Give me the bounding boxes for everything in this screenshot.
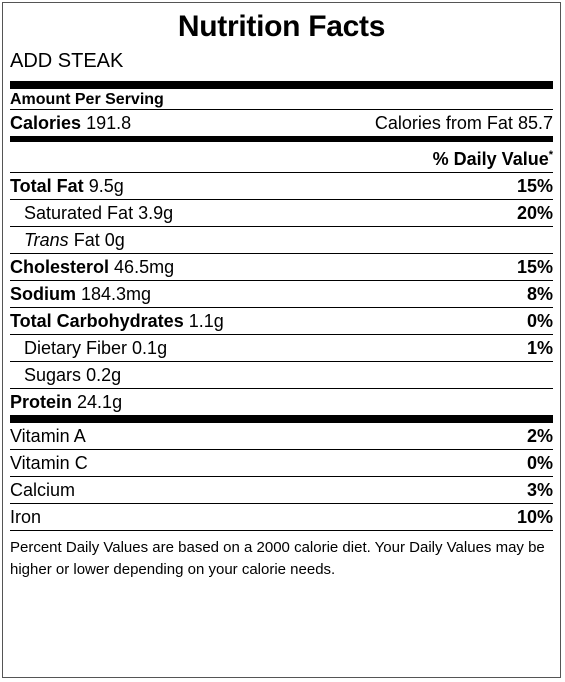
vitamin-row: Vitamin A 2% [10, 423, 553, 449]
nutrient-label: Total Carbohydrates [10, 311, 184, 331]
calories-from-fat-cell: Calories from Fat 85.7 [375, 110, 553, 136]
nutrient-amount: 0g [104, 230, 125, 250]
nutrient-percent: 0% [526, 311, 553, 331]
nutrient-amount: 24.1g [77, 392, 123, 412]
nutrient-row-sugars: Sugars 0.2g [10, 361, 553, 388]
thick-divider [10, 415, 553, 423]
daily-value-header: % Daily Value* [432, 149, 553, 169]
nutrient-label: Fat [73, 230, 100, 250]
nutrient-label: Sugars [24, 365, 82, 385]
nutrient-row-saturated-fat: Saturated Fat 3.9g 20% [10, 199, 553, 226]
nutrient-percent: 1% [526, 338, 553, 358]
nutrient-amount: 184.3mg [81, 284, 152, 304]
vitamin-label: Calcium [10, 480, 76, 500]
calories-label: Calories [10, 113, 82, 133]
calories-from-fat-label: Calories from Fat [374, 113, 513, 133]
calories-cell: Calories 191.8 [10, 110, 131, 136]
nutrient-row-sodium: Sodium 184.3mg 8% [10, 280, 553, 307]
vitamin-row: Calcium 3% [10, 476, 553, 503]
nutrient-label: Sodium [10, 284, 76, 304]
nutrient-row-dietary-fiber: Dietary Fiber 0.1g 1% [10, 334, 553, 361]
nutrient-row-cholesterol: Cholesterol 46.5mg 15% [10, 253, 553, 280]
nutrient-amount: 46.5mg [114, 257, 175, 277]
nutrient-label: Dietary Fiber [24, 338, 128, 358]
vitamin-row: Iron 10% [10, 503, 553, 530]
nutrient-row-total-carbohydrates: Total Carbohydrates 1.1g 0% [10, 307, 553, 334]
vitamin-percent: 10% [516, 507, 553, 527]
nutrient-percent: 8% [526, 284, 553, 304]
footnote: Percent Daily Values are based on a 2000… [10, 539, 545, 578]
vitamin-percent: 0% [526, 453, 553, 473]
vitamin-percent: 2% [526, 426, 553, 446]
nutrient-label: Protein [10, 392, 73, 412]
nutrient-percent: 15% [516, 176, 553, 196]
footnote-divider [10, 530, 553, 531]
nutrient-row-protein: Protein 24.1g [10, 388, 553, 415]
calories-from-fat-value: 85.7 [517, 113, 553, 133]
vitamin-label: Vitamin C [10, 453, 88, 473]
nutrition-label-content: Nutrition Facts ADD STEAK Amount Per Ser… [10, 3, 553, 581]
daily-value-header-row: % Daily Value* [10, 142, 553, 172]
vitamin-label: Iron [10, 507, 42, 527]
nutrient-percent: 20% [516, 203, 553, 223]
nutrient-label: Saturated Fat [24, 203, 134, 223]
thick-divider [10, 81, 553, 89]
calories-value: 191.8 [86, 113, 132, 133]
label-subtitle: ADD STEAK [10, 50, 124, 72]
vitamin-percent: 3% [526, 480, 553, 500]
nutrient-amount: 0.2g [86, 365, 122, 385]
nutrient-amount: 0.1g [132, 338, 168, 358]
calories-row: Calories 191.8 Calories from Fat 85.7 [10, 109, 553, 136]
amount-per-serving: Amount Per Serving [10, 91, 164, 108]
nutrient-amount: 9.5g [88, 176, 124, 196]
vitamin-label: Vitamin A [10, 426, 86, 446]
nutrient-label: Cholesterol [10, 257, 110, 277]
vitamin-row: Vitamin C 0% [10, 449, 553, 476]
nutrient-amount: 1.1g [188, 311, 224, 331]
nutrient-label-italic: Trans [24, 230, 69, 250]
label-title: Nutrition Facts [177, 10, 386, 43]
nutrient-amount: 3.9g [138, 203, 174, 223]
nutrient-percent: 15% [516, 257, 553, 277]
nutrient-row-trans-fat: Trans Fat 0g [10, 226, 553, 253]
daily-value-asterisk: * [548, 149, 553, 161]
nutrient-label: Total Fat [10, 176, 84, 196]
medium-divider [10, 136, 553, 142]
nutrient-row-total-fat: Total Fat 9.5g 15% [10, 172, 553, 199]
